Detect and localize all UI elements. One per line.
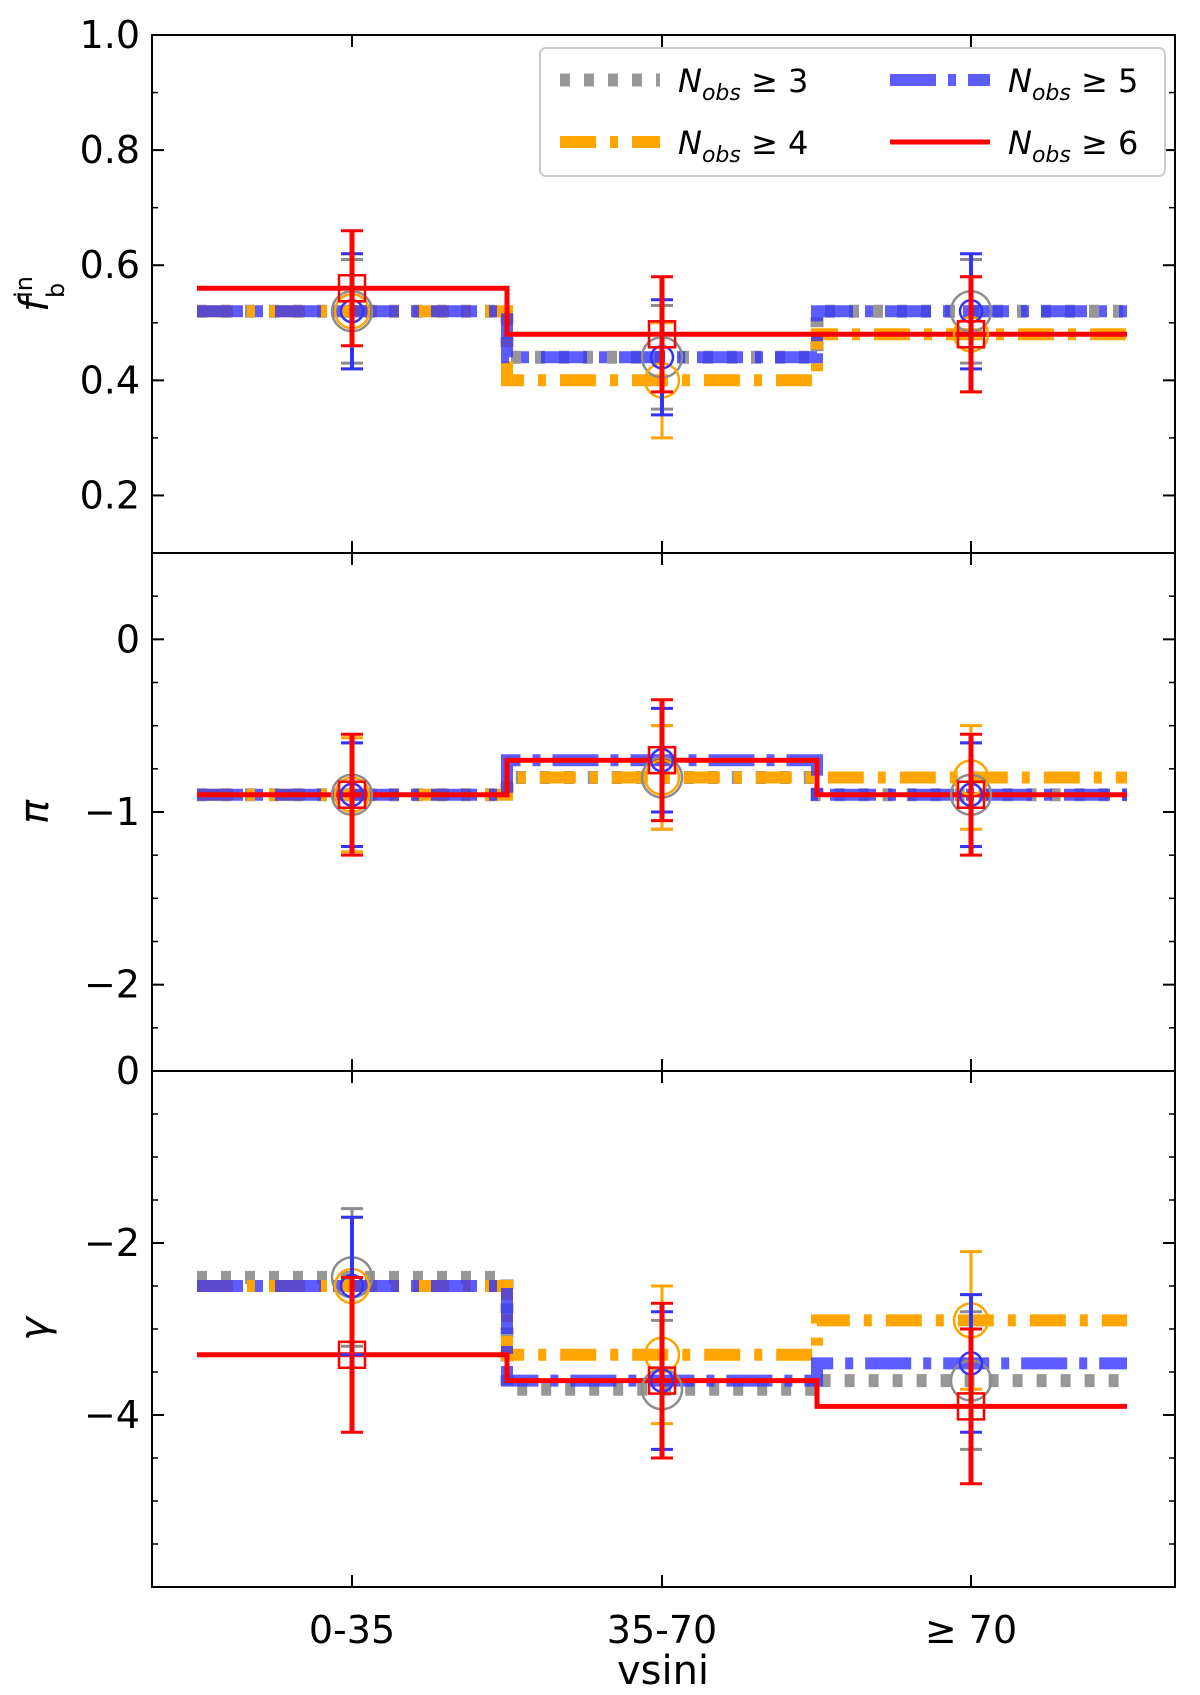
y-tick-label: −4 — [84, 1393, 140, 1437]
y-tick-label: 0.2 — [80, 473, 140, 517]
legend-label-base: N — [678, 124, 702, 162]
data-point — [337, 1340, 367, 1370]
y-tick-label: −2 — [84, 963, 140, 1007]
y-tick-label: 0.4 — [80, 358, 140, 402]
legend-label-1: Nobs ≥ 3 — [678, 62, 808, 106]
legend-label-rel: ≥ 3 — [741, 62, 809, 100]
y-tick-label: −1 — [84, 790, 140, 834]
x-tick-label: 0-35 — [309, 1608, 395, 1652]
data-point — [956, 780, 986, 809]
panel-3: −4 −2 0 γ — [12, 1049, 1176, 1588]
y-tick-label: −2 — [84, 1221, 140, 1265]
series-line-4 — [197, 285, 1127, 337]
data-point — [647, 1366, 677, 1395]
data-point — [956, 1392, 986, 1421]
panel-plot-area — [197, 229, 1127, 440]
y-tick-label: 0.8 — [80, 128, 140, 172]
x-axis-title: vsini — [617, 1648, 709, 1694]
legend-label-rel: ≥ 4 — [741, 124, 809, 162]
panel-plot-area — [197, 1207, 1127, 1486]
data-point — [337, 780, 367, 809]
data-point — [337, 273, 367, 303]
x-tick-label: 35-70 — [607, 1608, 717, 1652]
y-axis-title-base: π — [12, 799, 58, 824]
y-tick-label: 1.0 — [80, 13, 140, 57]
panels-group: 0.2 0.4 0.6 0.8 1.0 fin b −2 −1 0 π −4 −2 0 γ 0-35 35-70… — [10, 13, 1176, 1652]
legend-label-rel: ≥ 5 — [1071, 62, 1139, 100]
panel-1: 0.2 0.4 0.6 0.8 1.0 fin b — [10, 13, 1176, 554]
legend-label-sub: obs — [702, 143, 741, 168]
panel-plot-area — [197, 698, 1127, 857]
y-axis-title-base: γ — [12, 1315, 58, 1341]
y-axis-title: γ — [12, 1315, 58, 1341]
legend-label-base: N — [1008, 62, 1032, 100]
data-point — [647, 745, 677, 775]
y-tick-label: 0 — [116, 617, 140, 661]
legend-label-sub: obs — [1032, 81, 1071, 106]
legend-label-2: Nobs ≥ 4 — [678, 124, 808, 168]
y-axis-title: fin b — [10, 276, 70, 312]
legend-label-sub: obs — [702, 81, 741, 106]
data-point — [647, 320, 677, 349]
legend-label-4: Nobs ≥ 6 — [1008, 124, 1138, 168]
panel-2: −2 −1 0 π — [12, 552, 1176, 1072]
legend-label-base: N — [678, 62, 702, 100]
legend-label-base: N — [1008, 124, 1032, 162]
legend-label-sub: obs — [1032, 143, 1071, 168]
legend-label-rel: ≥ 6 — [1071, 124, 1139, 162]
y-axis-title: π — [12, 799, 58, 824]
y-tick-label: 0.6 — [80, 243, 140, 287]
x-tick-label: ≥ 70 — [925, 1608, 1017, 1652]
data-point — [956, 320, 986, 349]
series-line-2 — [197, 771, 1127, 801]
y-axis-title-sub: b — [42, 283, 70, 298]
y-tick-label: 0 — [116, 1049, 140, 1093]
y-axis-title-sup: in — [10, 276, 38, 298]
legend-label-3: Nobs ≥ 5 — [1008, 62, 1138, 106]
legend-frame — [539, 47, 1166, 177]
